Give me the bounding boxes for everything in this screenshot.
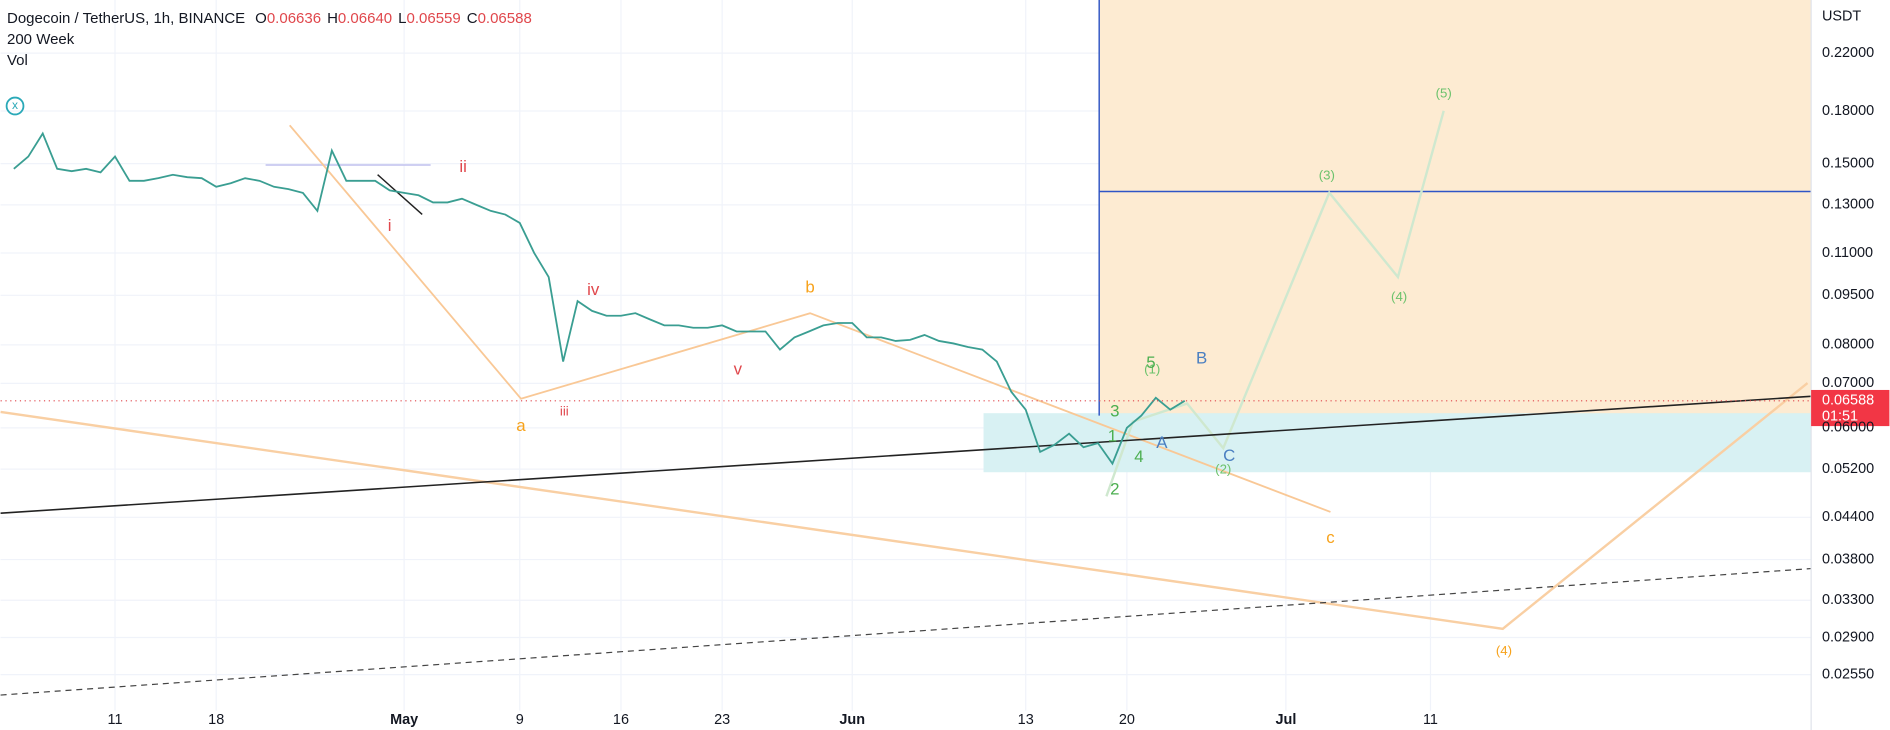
x-tick-label: 23 [714, 712, 730, 728]
price-line [13, 131, 1186, 466]
wave-label: (4) [1391, 289, 1407, 304]
y-tick-label: 0.13000 [1822, 197, 1874, 213]
y-tick-label: 0.09500 [1822, 287, 1874, 303]
price-tag-box [1811, 389, 1890, 427]
wave-label: (5) [1436, 85, 1452, 100]
y-tick-label: 0.04400 [1822, 509, 1874, 525]
wave-label: (3) [1319, 167, 1335, 182]
indicator-name: Vol [7, 52, 28, 69]
wave-label: C [1223, 446, 1235, 465]
wave-label: a [516, 416, 526, 435]
y-tick-label: 0.03300 [1822, 592, 1874, 608]
y-tick-label: 0.07000 [1822, 375, 1874, 391]
wave-label: i [388, 216, 392, 235]
ohlc-value: 0.06640 [337, 10, 393, 27]
ohlc-value: 0.06588 [477, 10, 532, 27]
y-tick-label: 0.02900 [1822, 629, 1874, 645]
y-tick-label: 0.11000 [1822, 245, 1873, 261]
wave-label: iii [560, 403, 569, 418]
x-tick-label: 9 [516, 712, 524, 728]
x-tick-label: May [390, 712, 418, 728]
ohlc-key: L [398, 10, 407, 27]
symbol: Dogecoin / TetherUS, 1h, BINANCE [7, 10, 246, 27]
price-tag-price: 0.06588 [1822, 393, 1874, 409]
wave-label: 5 [1146, 353, 1155, 372]
y-tick-label: 0.06000 [1822, 420, 1874, 436]
chart-header: Dogecoin / TetherUS, 1h, BINANCE O0.06636… [7, 8, 538, 71]
x-tick-label: Jul [1275, 712, 1296, 728]
wave-label: c [1326, 528, 1334, 547]
y-tick-label: 0.03800 [1822, 551, 1874, 567]
y-tick-label: 0.18000 [1822, 103, 1874, 119]
y-tick-label: 0.08000 [1822, 337, 1874, 353]
indicator-icon[interactable] [5, 96, 25, 116]
indicator-name: 200 Week [7, 31, 75, 48]
ma-line [0, 567, 1812, 696]
price-tag-countdown: 01:51 [1822, 408, 1858, 424]
wave-label: iv [587, 280, 600, 299]
x-tick-label: 20 [1119, 712, 1135, 728]
x-tick-label: 13 [1018, 712, 1034, 728]
wave-label: B [1196, 348, 1207, 367]
ohlc-key: O [255, 10, 267, 27]
wave-label: (2) [1215, 461, 1231, 476]
y-tick-label: 0.02550 [1822, 666, 1874, 682]
x-tick-label: 18 [208, 712, 224, 728]
target-zone [1099, 0, 1812, 416]
wave-label: (4) [1496, 643, 1512, 658]
ohlc-key: H [327, 10, 338, 27]
x-tick-label: 11 [108, 712, 123, 728]
wedge [377, 174, 423, 215]
wave-label: 4 [1134, 447, 1143, 466]
header-line: Dogecoin / TetherUS, 1h, BINANCE O0.06636… [7, 8, 538, 29]
wave-4-path [0, 382, 1809, 631]
wave-label: v [734, 359, 743, 378]
axis-unit: USDT [1822, 9, 1861, 25]
abc-path [288, 124, 1331, 513]
indicator-icon-glyph: x [12, 98, 18, 112]
ohlc-key: C [466, 10, 478, 27]
wave-label: ii [459, 157, 466, 176]
x-tick-label: 16 [613, 712, 629, 728]
ohlc-value: 0.06636 [266, 10, 322, 27]
y-tick-label: 0.05200 [1822, 461, 1874, 477]
wave-label: 2 [1110, 480, 1119, 499]
wave-label: A [1156, 433, 1168, 452]
x-tick-label: 11 [1423, 712, 1438, 728]
trend-line [0, 395, 1812, 514]
wave-label: (1) [1144, 361, 1160, 376]
x-tick-label: Jun [839, 712, 865, 728]
ohlc-value: 0.06559 [406, 10, 461, 27]
wave-label: 3 [1110, 401, 1119, 420]
y-tick-label: 0.22000 [1822, 45, 1874, 61]
wave-label: b [805, 277, 814, 296]
y-tick-label: 0.15000 [1822, 155, 1874, 171]
wave-label: 1 [1108, 427, 1117, 446]
